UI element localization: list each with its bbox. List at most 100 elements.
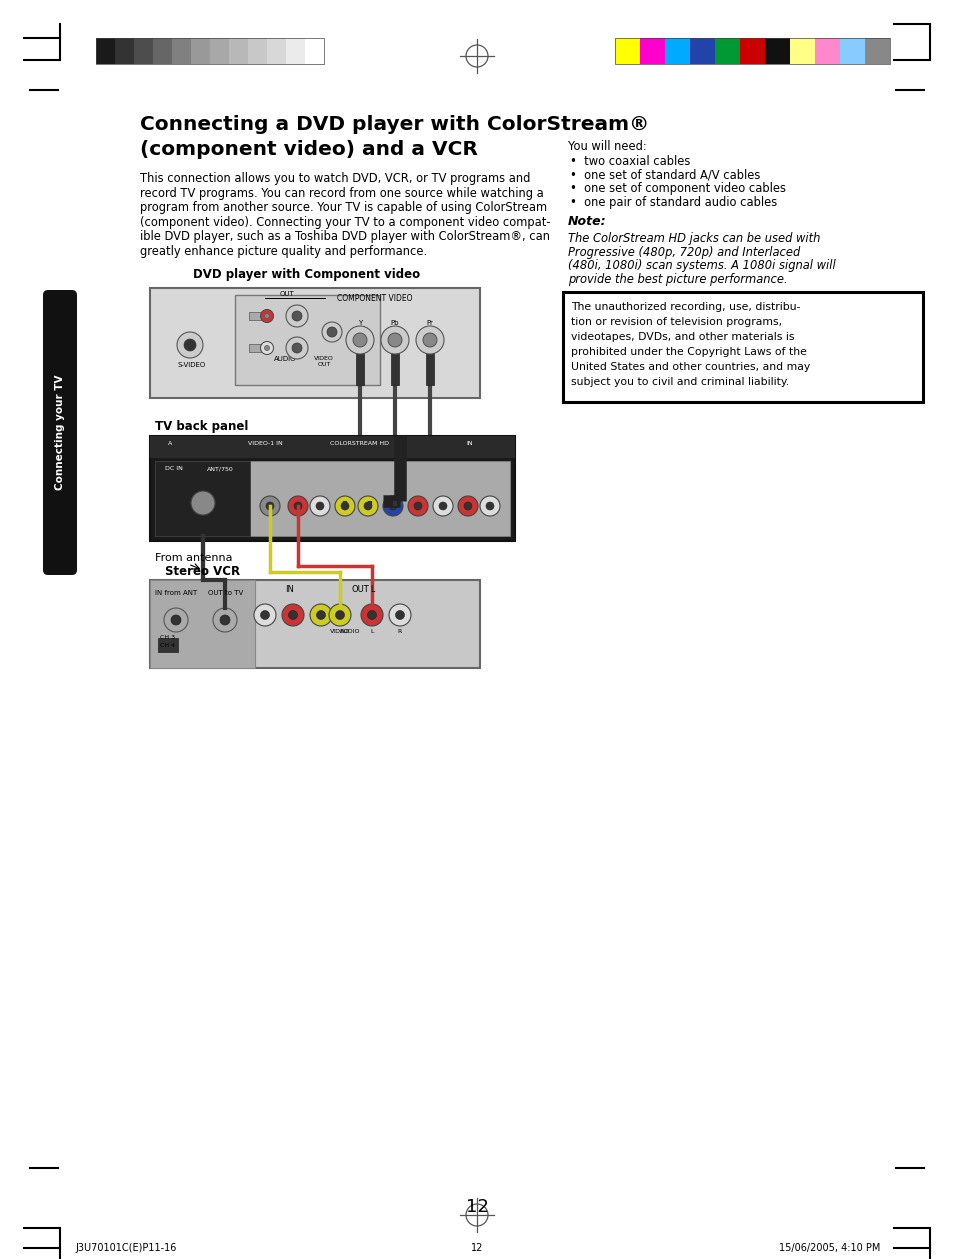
Circle shape — [184, 339, 195, 351]
Text: VIDEO-1 IN: VIDEO-1 IN — [248, 441, 282, 446]
Text: 12: 12 — [465, 1199, 488, 1216]
Circle shape — [315, 502, 324, 510]
Text: This connection allows you to watch DVD, VCR, or TV programs and: This connection allows you to watch DVD,… — [140, 172, 530, 185]
Text: The ColorStream HD jacks can be used with: The ColorStream HD jacks can be used wit… — [567, 232, 820, 246]
Text: videotapes, DVDs, and other materials is: videotapes, DVDs, and other materials is — [571, 332, 794, 342]
Text: DC IN: DC IN — [165, 466, 183, 471]
Bar — [286, 38, 305, 64]
Circle shape — [353, 332, 367, 347]
Text: Progressive (480p, 720p) and Interlaced: Progressive (480p, 720p) and Interlaced — [567, 246, 800, 258]
Bar — [615, 38, 639, 64]
Text: OUT to TV: OUT to TV — [208, 590, 243, 596]
Circle shape — [264, 345, 269, 350]
Text: (component video). Connecting your TV to a component video compat-: (component video). Connecting your TV to… — [140, 215, 550, 228]
Bar — [814, 38, 840, 64]
Text: L: L — [370, 630, 374, 635]
Circle shape — [479, 496, 499, 516]
Text: DVD player with Component video: DVD player with Component video — [193, 268, 419, 281]
Text: OUT: OUT — [280, 291, 294, 297]
Text: •  one set of standard A/V cables: • one set of standard A/V cables — [569, 169, 760, 181]
Bar — [154, 461, 250, 536]
Bar — [172, 38, 191, 64]
Circle shape — [177, 332, 203, 358]
Circle shape — [286, 337, 308, 359]
Text: Connecting your TV: Connecting your TV — [55, 375, 65, 490]
Circle shape — [329, 604, 351, 626]
Circle shape — [191, 491, 214, 515]
Text: IN: IN — [285, 585, 294, 594]
Circle shape — [260, 496, 280, 516]
Text: tion or revision of television programs,: tion or revision of television programs, — [571, 317, 781, 327]
Bar — [133, 38, 152, 64]
Circle shape — [266, 502, 274, 510]
Circle shape — [357, 496, 377, 516]
Text: •  two coaxial cables: • two coaxial cables — [569, 155, 690, 167]
Bar — [249, 312, 261, 320]
Circle shape — [260, 341, 274, 355]
Circle shape — [260, 611, 269, 619]
Bar — [689, 38, 714, 64]
Circle shape — [164, 608, 188, 632]
Bar — [391, 340, 398, 385]
Circle shape — [286, 305, 308, 327]
Circle shape — [327, 327, 336, 337]
Circle shape — [438, 502, 447, 510]
Text: United States and other countries, and may: United States and other countries, and m… — [571, 363, 809, 371]
Text: •  one pair of standard audio cables: • one pair of standard audio cables — [569, 195, 777, 209]
Circle shape — [389, 604, 411, 626]
Bar — [305, 38, 324, 64]
Bar — [562, 292, 923, 402]
Bar — [152, 38, 172, 64]
Circle shape — [422, 332, 436, 347]
Text: program from another source. Your TV is capable of using ColorStream: program from another source. Your TV is … — [140, 201, 547, 214]
Text: Pb: Pb — [391, 320, 399, 326]
Circle shape — [288, 496, 308, 516]
Text: A: A — [168, 441, 172, 446]
Bar — [210, 38, 229, 64]
Circle shape — [288, 611, 297, 619]
Text: You will need:: You will need: — [567, 140, 646, 154]
Bar — [615, 38, 889, 64]
Text: Connecting a DVD player with ColorStream®: Connecting a DVD player with ColorStream… — [140, 115, 649, 133]
Text: subject you to civil and criminal liability.: subject you to civil and criminal liabil… — [571, 376, 788, 387]
Circle shape — [382, 496, 402, 516]
Text: •  one set of component video cables: • one set of component video cables — [569, 183, 785, 195]
Bar — [150, 580, 254, 669]
Text: S-VIDEO: S-VIDEO — [178, 363, 206, 368]
Circle shape — [322, 322, 341, 342]
Circle shape — [416, 326, 443, 354]
Circle shape — [463, 502, 472, 510]
Bar — [789, 38, 814, 64]
Bar — [158, 638, 178, 652]
Bar — [150, 288, 479, 398]
Text: COMPONENT VIDEO: COMPONENT VIDEO — [337, 295, 413, 303]
Bar — [191, 38, 210, 64]
Circle shape — [346, 326, 374, 354]
Circle shape — [310, 604, 332, 626]
Circle shape — [292, 342, 302, 353]
Circle shape — [395, 611, 404, 619]
Circle shape — [389, 502, 396, 510]
Circle shape — [220, 614, 230, 624]
Text: OUT: OUT — [351, 585, 369, 594]
Text: The unauthorized recording, use, distribu-: The unauthorized recording, use, distrib… — [571, 302, 800, 312]
Bar — [234, 295, 379, 385]
Text: J3U70101C(E)P11-16: J3U70101C(E)P11-16 — [75, 1243, 176, 1253]
Circle shape — [360, 604, 382, 626]
Text: Stereo VCR: Stereo VCR — [165, 565, 240, 578]
Circle shape — [457, 496, 477, 516]
Text: ANT/750: ANT/750 — [207, 466, 233, 471]
Text: 15/06/2005, 4:10 PM: 15/06/2005, 4:10 PM — [778, 1243, 879, 1253]
Circle shape — [171, 614, 181, 624]
Circle shape — [294, 502, 302, 510]
Bar — [840, 38, 864, 64]
Bar — [115, 38, 133, 64]
Bar — [664, 38, 689, 64]
Bar — [355, 340, 364, 385]
Bar — [426, 340, 434, 385]
Text: AUDIO: AUDIO — [274, 356, 296, 363]
Text: (component video) and a VCR: (component video) and a VCR — [140, 140, 477, 159]
Bar — [249, 344, 261, 353]
Circle shape — [340, 502, 349, 510]
Text: greatly enhance picture quality and performance.: greatly enhance picture quality and perf… — [140, 244, 427, 258]
